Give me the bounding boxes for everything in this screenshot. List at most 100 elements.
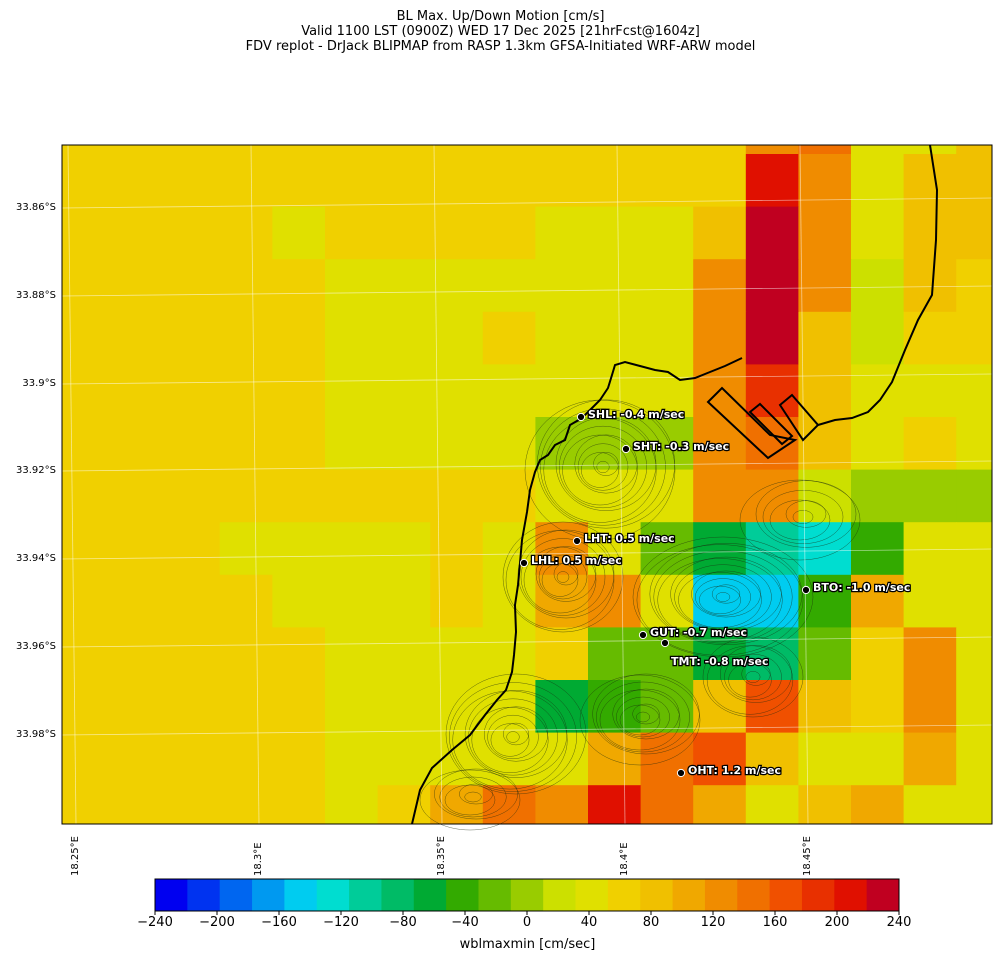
grid-cell [588,627,642,681]
contour-line [503,722,529,746]
grid-cell [377,732,431,786]
colorbar-segment [381,879,415,911]
grid-cell [851,154,905,208]
grid-cell [693,311,747,365]
grid-cell [956,364,992,418]
grid-cell [62,785,116,824]
grid-cell [798,574,852,628]
graticule [61,144,993,825]
contour-line [439,776,507,818]
title-line-3: FDV replot - DrJack BLIPMAP from RASP 1.… [245,39,756,54]
longitude-line [433,144,443,825]
grid-cell [640,417,694,471]
grid-cell [693,145,747,154]
station-label: BTO: -1.0 m/sec [813,581,910,594]
grid-cell [272,145,326,154]
colorbar-segment [575,879,609,911]
colorbar-segment [607,879,641,911]
colorbar-segment [640,879,674,911]
contour-line [755,480,857,548]
grid-cell [693,259,747,313]
grid-cell [325,522,379,576]
grid-cell [851,311,905,365]
grid-cell [377,364,431,418]
grid-cell [325,469,379,523]
colorbar-segment [866,879,900,911]
grid-cell [272,522,326,576]
grid-cell [272,259,326,313]
grid-cell [272,574,326,628]
contour-line [471,707,549,773]
latitude-line [61,285,993,297]
contour-line [535,546,597,602]
grid-cell [114,522,168,576]
grid-cell [167,469,221,523]
grid-cell [114,259,168,313]
grid-cell [219,574,273,628]
grid-cell [62,206,116,260]
grid-cell [62,469,116,523]
contour-line [599,689,681,751]
longitude-label: 18.45°E [802,836,813,876]
grid-cell [851,574,905,628]
latitude-line [61,460,993,472]
grid-cell [903,259,957,313]
grid-cell [430,206,484,260]
colorbar-segment [284,879,318,911]
station-oht: OHT: 1.2 m/sec [676,763,782,778]
station-marker [660,638,670,648]
grid-cell [325,154,379,208]
grid-cell [693,785,747,824]
contour-line [434,768,518,820]
longitude-line [250,144,260,825]
grid-cell [430,364,484,418]
station-label: SHT: -0.3 m/sec [633,440,729,453]
grid-cell [167,206,221,260]
grid-cell [219,154,273,208]
grid-cell [798,206,852,260]
grid-cell [62,627,116,681]
grid-cell [62,680,116,734]
contour-line [452,690,568,790]
colorbar-segment [349,879,382,911]
grid-cell [798,417,852,471]
contour-line [792,510,814,524]
colorbar-tick-label: −240 [137,915,173,930]
contour-line [616,696,670,738]
grid-cell [798,680,852,734]
latitude-label: 33.94°S [16,553,56,564]
contour-line [678,572,762,628]
grid-cell [588,785,642,824]
grid-cell [535,680,589,734]
colorbar-tick-label: −200 [199,915,235,930]
grid-cell [272,364,326,418]
grid-cell [272,206,326,260]
grid-cell [588,680,642,734]
colorbar-tick-label: 80 [642,915,660,930]
grid-cell [114,417,168,471]
contour-line [785,500,827,528]
grid-cell [325,574,379,628]
station-marker [621,444,631,454]
grid-cell [325,145,379,154]
grid-cell [693,680,747,734]
grid-cell [325,259,379,313]
grid-cell [325,680,379,734]
contour-line [556,571,570,583]
grid-cell [62,364,116,418]
latitude-line [61,724,993,736]
grid-cell [588,206,642,260]
grid-cell [114,154,168,208]
grid-cell [640,154,694,208]
grid-cell [219,145,273,154]
grid-cell [745,145,799,154]
grid-cell [903,364,957,418]
latitude-line [61,197,993,209]
grid-cell [640,145,694,154]
grid-cell [798,732,852,786]
grid-cell [640,522,694,576]
grid-cell [167,364,221,418]
grid-cell [167,627,221,681]
grid-cell [430,154,484,208]
contour-line [739,479,861,561]
